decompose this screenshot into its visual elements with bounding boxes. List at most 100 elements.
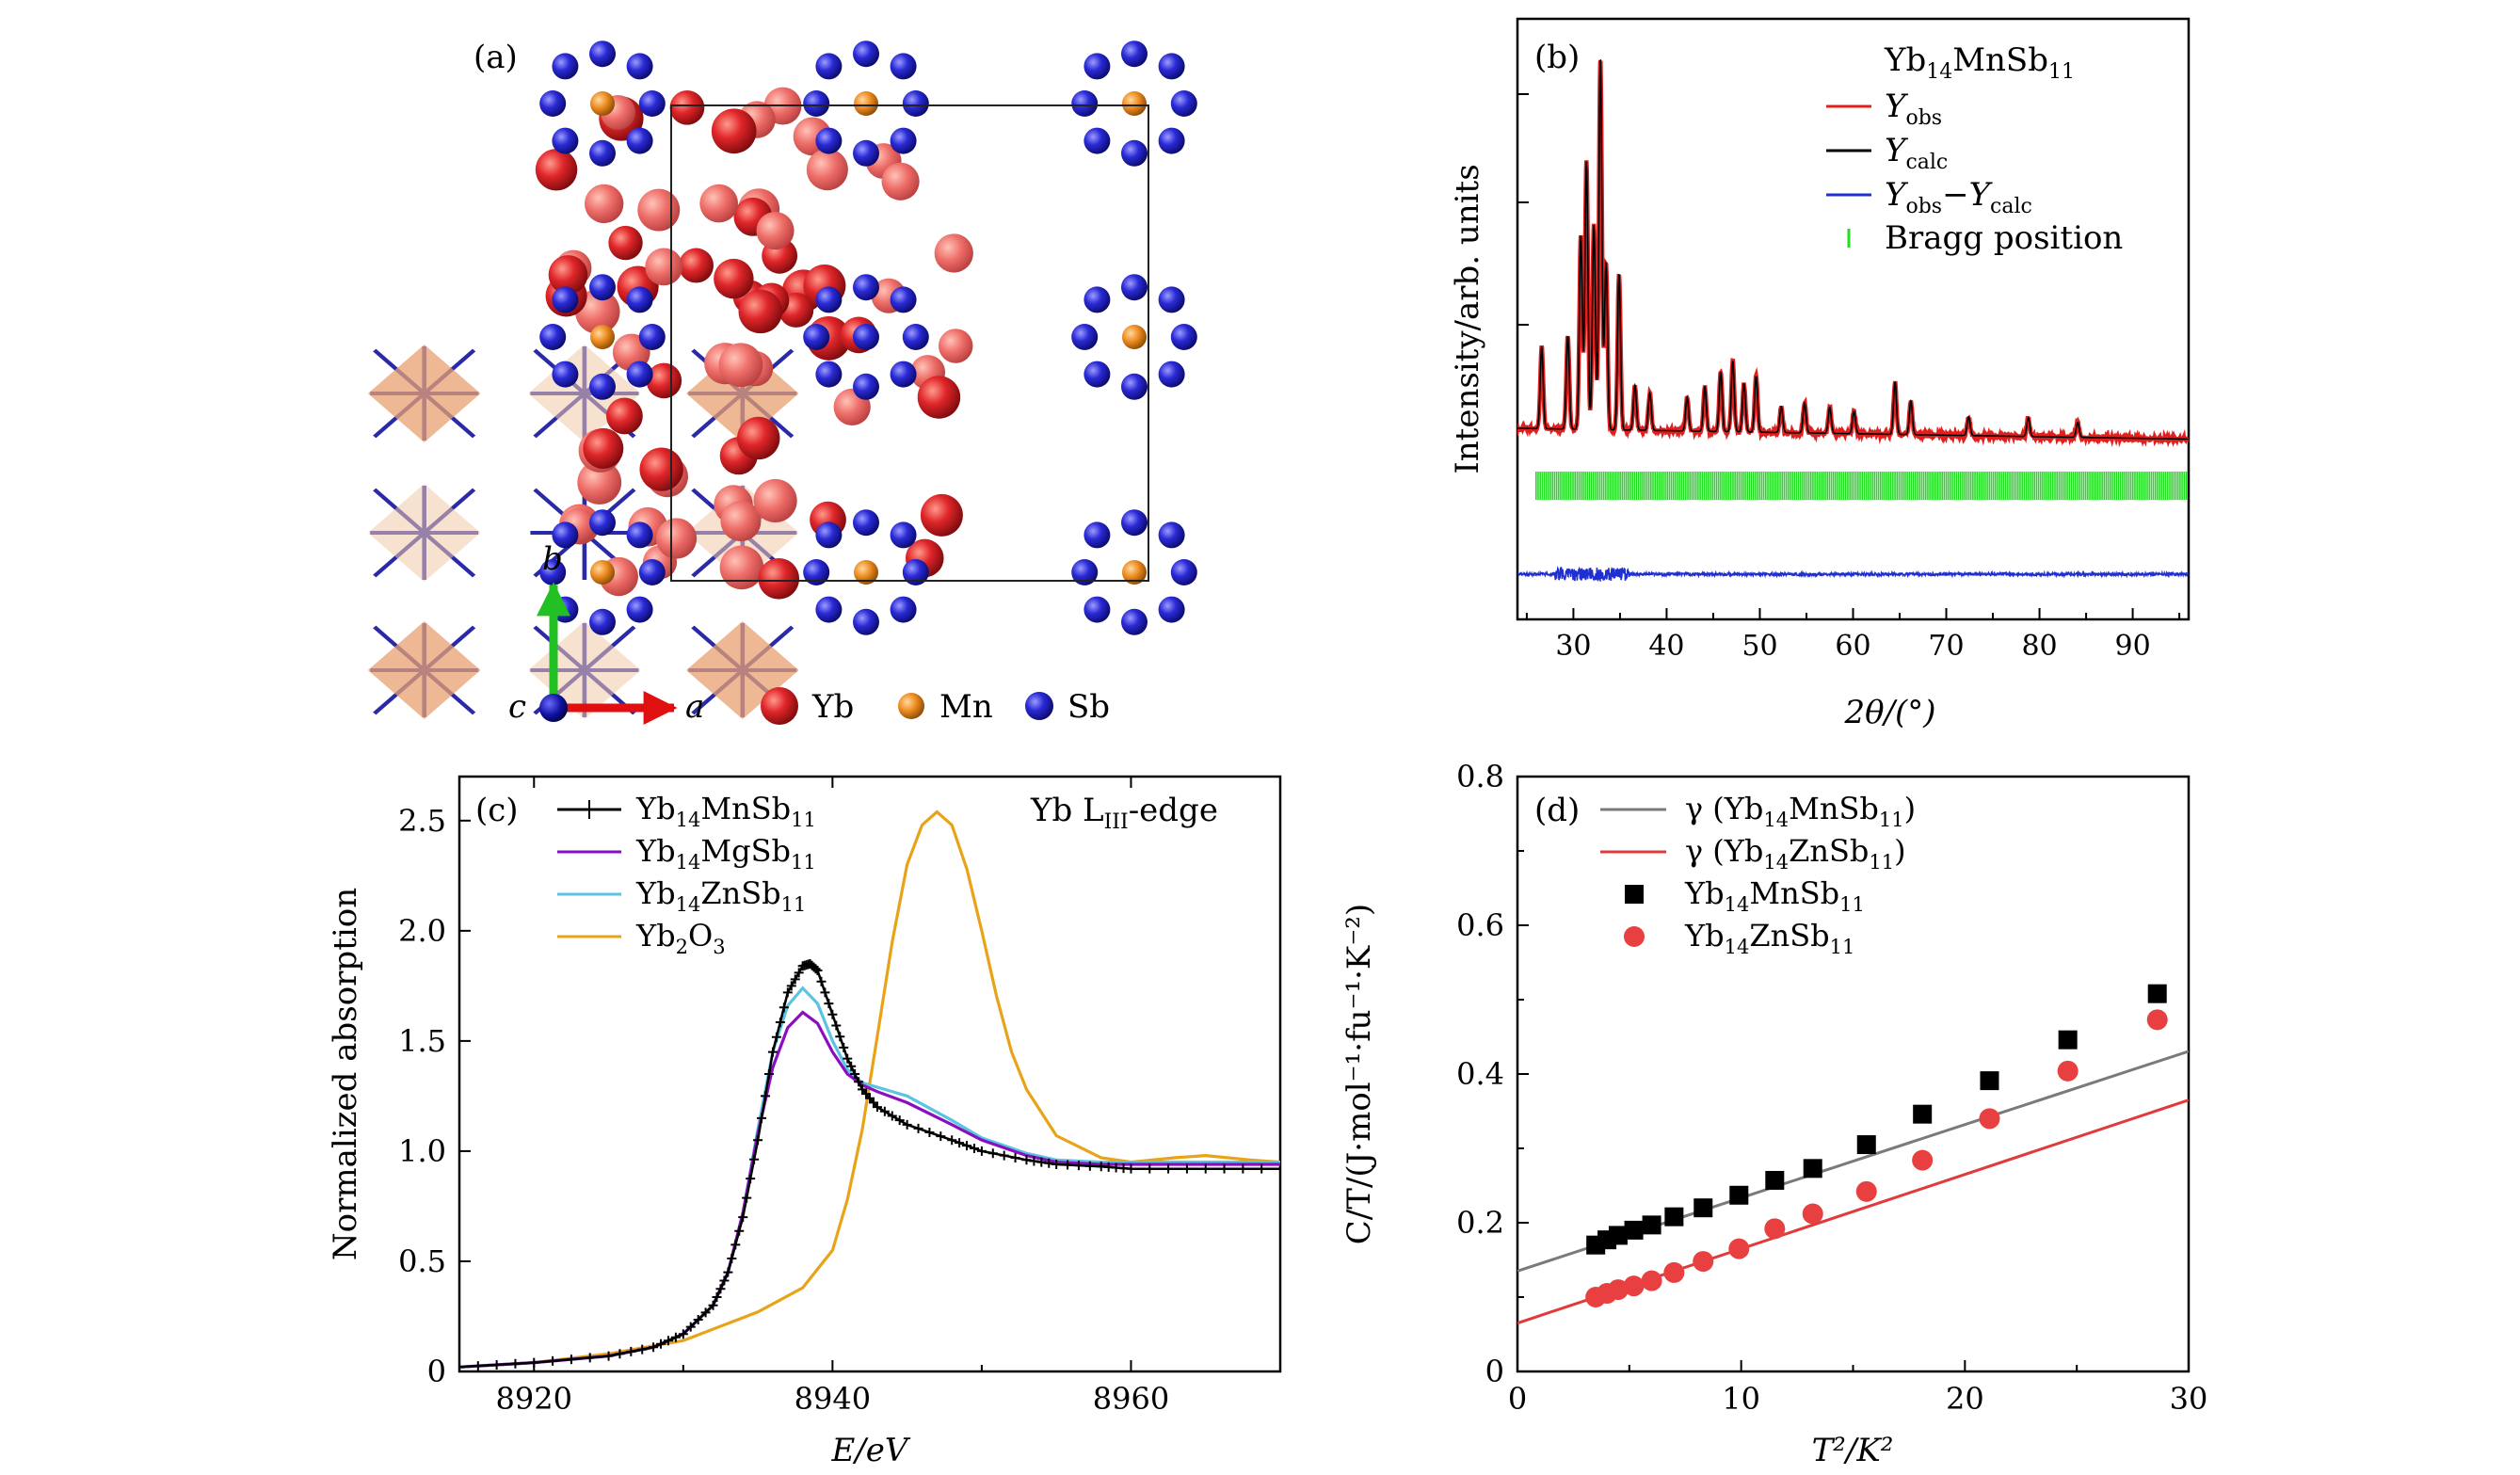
b-y-ticks: [1517, 93, 1529, 429]
panel-d-tag: (d): [1534, 792, 1580, 829]
d-legend-square: [1625, 885, 1644, 904]
c-series-0-marker: [835, 1032, 845, 1042]
sb-atom: [902, 90, 929, 117]
c-series-0-marker: [999, 1150, 1009, 1161]
yb-atom: [584, 184, 624, 224]
sb-atom: [1158, 53, 1185, 80]
b-xtick-label: 50: [1742, 630, 1777, 663]
d-legend-line-label-1: γ (Yb14ZnSb11): [1685, 833, 1906, 874]
d-ytick-label: 0: [1485, 1354, 1504, 1389]
c-xtick-label: 8940: [795, 1381, 871, 1417]
sb-atom: [1083, 53, 1111, 80]
sb-atom: [890, 286, 917, 313]
panel-b-tag: (b): [1534, 39, 1580, 76]
c-series-0-marker: [775, 1017, 785, 1027]
c-series-0-marker: [753, 1135, 763, 1146]
c-series-0-marker: [778, 1002, 789, 1013]
d-legend-line-label-1-part-5: ): [1894, 833, 1905, 869]
c-series-0-marker: [955, 1138, 965, 1148]
crystal-structure: [367, 40, 1197, 719]
b-xtick-label: 90: [2114, 630, 2150, 663]
c-series-0-marker: [879, 1106, 890, 1116]
c-series-0-marker: [846, 1061, 857, 1071]
yb-atom: [639, 447, 683, 491]
mn-atom: [854, 91, 878, 116]
ycalc-curve: [1517, 58, 2189, 441]
sb-atom: [853, 373, 879, 400]
c-series-0-marker: [924, 1128, 935, 1138]
c-series-0-marker: [548, 1355, 558, 1366]
panel-c: 8920 8940 8960 0 0.5 1.0 1.5 2.0 2.5 (c) Yb LIII…: [327, 775, 1282, 1469]
legend-mn-atom: [898, 693, 924, 719]
c-series-0-marker: [782, 987, 793, 998]
c-series-0-marker: [585, 1353, 595, 1363]
sb-atom: [890, 361, 917, 388]
sb-atom: [1083, 127, 1111, 154]
c-series-0-marker: [812, 965, 823, 975]
sb-atom: [815, 286, 843, 313]
c-legend-label-3-part-1: 2: [676, 936, 688, 958]
sb-atom: [1121, 40, 1148, 68]
sb-atom: [1083, 286, 1111, 313]
b-xtick-label: 40: [1648, 630, 1684, 663]
d-point-square: [1803, 1159, 1822, 1178]
sb-atom: [853, 324, 879, 350]
sb-atom: [1158, 127, 1185, 154]
c-series-0-marker: [742, 1193, 752, 1203]
c-series-0-marker: [947, 1135, 957, 1146]
sb-atom: [803, 559, 830, 585]
c-series-0-marker: [491, 1359, 502, 1370]
sb-atom: [815, 361, 843, 388]
c-legend-label-0-part-1: 14: [676, 809, 701, 831]
sb-atom: [589, 608, 616, 635]
c-series-0-marker: [1029, 1156, 1039, 1166]
d-legend-line-label-1-part-3: ZnSb: [1789, 833, 1869, 869]
c-series-0-marker: [824, 999, 834, 1009]
d-point-circle: [2057, 1060, 2079, 1082]
d-point-square: [1765, 1170, 1785, 1190]
sb-atom: [815, 53, 843, 80]
sb-atom: [552, 361, 579, 388]
c-series-0-marker: [529, 1357, 539, 1368]
d-ytick-label: 0.6: [1456, 907, 1504, 943]
d-legend-line-label-0-part-2: 14: [1763, 809, 1789, 831]
sb-atom: [552, 521, 579, 549]
mn-atom: [590, 91, 615, 116]
c-series-2: [459, 986, 1280, 1369]
c-legend-label-3-part-3: 3: [713, 936, 725, 958]
c-legend-label-1-part-0: Yb: [635, 833, 676, 869]
legend-diff-text: Yobs−Ycalc: [1885, 176, 2032, 218]
panel-b-ylabel: Intensity/arb. units: [1449, 164, 1486, 473]
c-series-0-marker: [670, 1332, 681, 1342]
legend-yobs-sub: obs: [1905, 106, 1942, 130]
b-xtick-label: 30: [1555, 630, 1591, 663]
c-xtick-label: 8960: [1093, 1381, 1169, 1417]
compound-sub1: 14: [1926, 60, 1952, 84]
c-series-0-marker: [771, 1032, 781, 1042]
c-ytick-label: 1.5: [398, 1023, 446, 1059]
c-series-0-marker: [761, 1091, 771, 1101]
c-series-0-marker: [712, 1292, 722, 1302]
c-series-0-marker: [1021, 1155, 1032, 1165]
c-series-0-marker: [738, 1212, 748, 1223]
mn-atom: [590, 325, 615, 349]
sb-atom: [539, 324, 567, 350]
b-xtick-label: 80: [2021, 630, 2057, 663]
c-legend-label-3: Yb2O3: [635, 918, 726, 958]
sb-atom: [1121, 274, 1148, 301]
sb-atom: [589, 509, 616, 537]
c-series-0-marker: [459, 1362, 464, 1371]
sb-atom: [589, 373, 616, 400]
d-xtick-label: 20: [1946, 1381, 1984, 1417]
yb-atom: [535, 149, 578, 191]
d-point-circle: [1641, 1270, 1662, 1291]
c-series-0-marker: [887, 1111, 897, 1121]
c-legend-label-0-part-0: Yb: [635, 791, 676, 826]
d-xtick-label: 0: [1508, 1381, 1527, 1417]
yb-atom: [917, 376, 961, 419]
c-series-0-marker: [730, 1240, 741, 1250]
c-series-0-marker: [790, 974, 800, 985]
d-legend-line-label-0: γ (Yb14MnSb11): [1685, 791, 1916, 831]
legend-diff-sub1: obs: [1905, 195, 1942, 218]
